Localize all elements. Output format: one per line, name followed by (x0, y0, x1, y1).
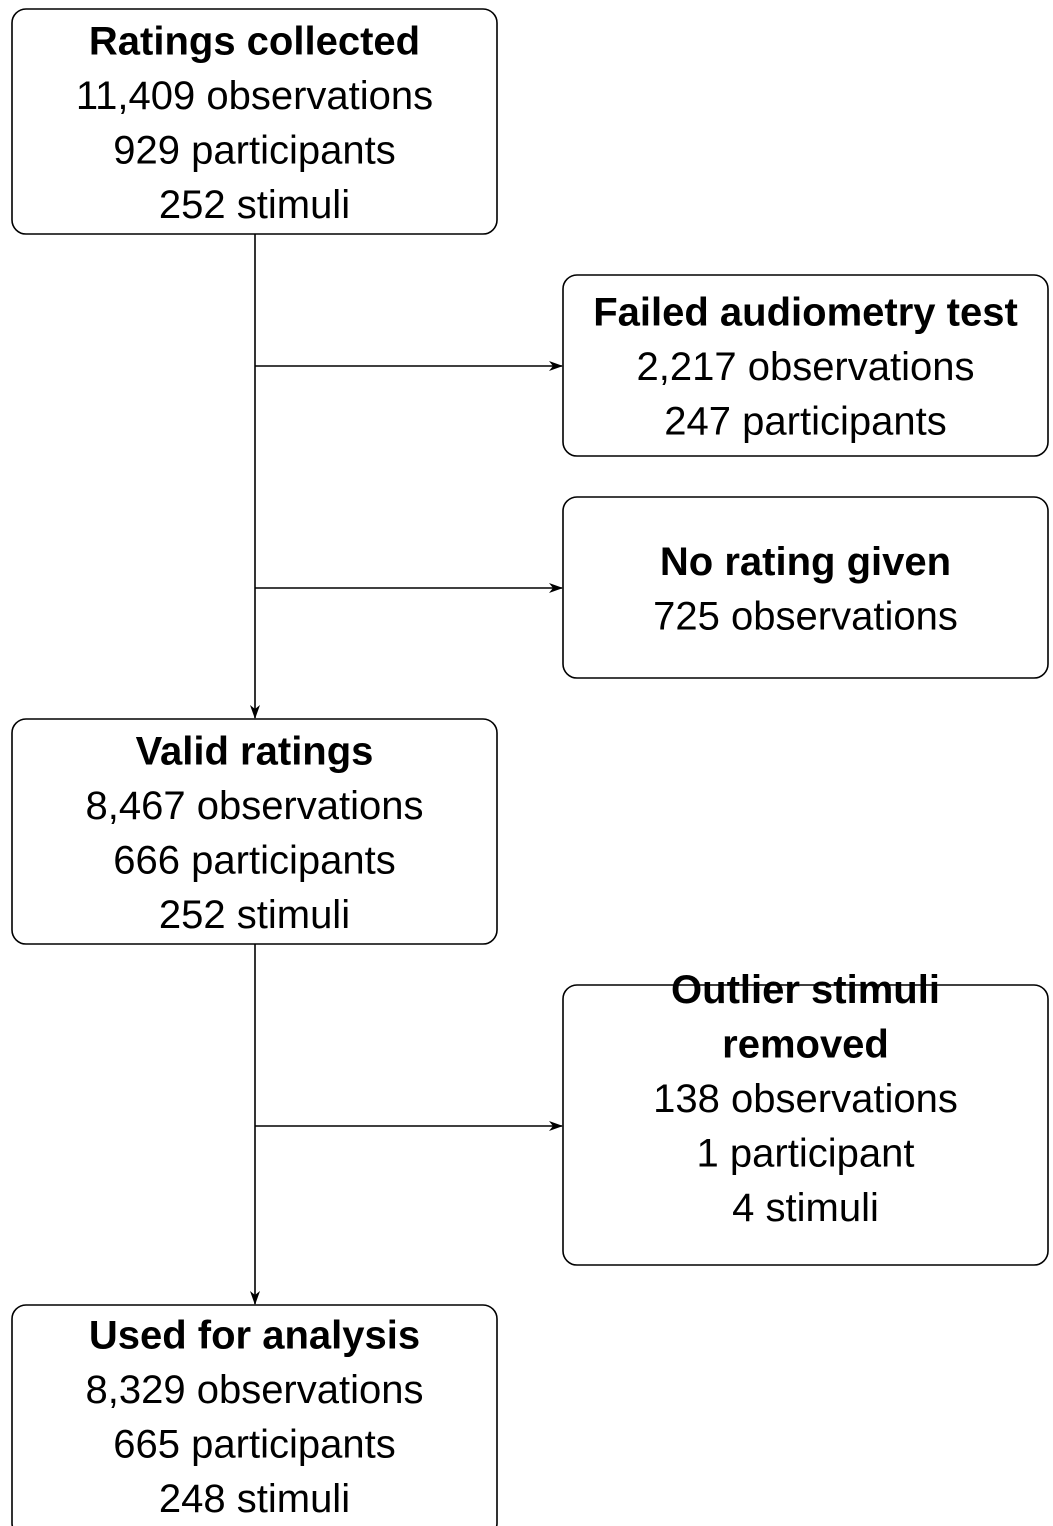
node-detail: 725 observations (653, 594, 958, 638)
node-title: Used for analysis (89, 1314, 420, 1358)
node-detail: 8,329 observations (85, 1368, 423, 1412)
node-box (11, 1304, 498, 1526)
node-title: Ratings collected (89, 19, 420, 63)
node-detail: 248 stimuli (159, 1477, 350, 1521)
node-title: Failed audiometry test (593, 291, 1018, 335)
node-box (562, 496, 1049, 679)
node-detail: 665 participants (113, 1423, 395, 1467)
node-detail: 252 stimuli (159, 183, 350, 227)
node-detail: 929 participants (113, 128, 395, 172)
node-detail: 2,217 observations (636, 345, 974, 389)
node-detail: 252 stimuli (159, 893, 350, 937)
node-title: Valid ratings (136, 729, 374, 773)
node-detail: 1 participant (697, 1132, 915, 1176)
node-detail: 4 stimuli (732, 1186, 879, 1230)
node-detail: 247 participants (664, 400, 946, 444)
node-detail: 666 participants (113, 838, 395, 882)
node-box (562, 274, 1049, 457)
node-detail: 11,409 observations (76, 74, 433, 118)
node-title: Outlier stimuli (671, 968, 940, 1012)
node-detail: 138 observations (653, 1077, 958, 1121)
node-box (562, 984, 1049, 1266)
node-box (11, 8, 498, 235)
node-title: removed (722, 1023, 889, 1067)
node-detail: 8,467 observations (85, 784, 423, 828)
node-box (11, 718, 498, 945)
node-title: No rating given (660, 540, 951, 584)
